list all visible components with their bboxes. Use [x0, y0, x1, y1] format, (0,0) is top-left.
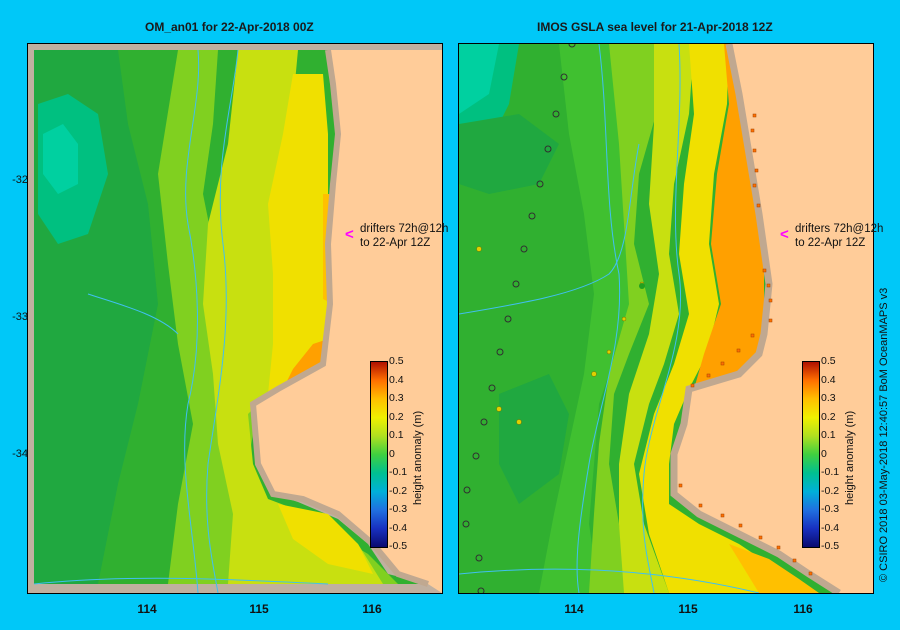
colorbar-tick-label: 0	[389, 447, 395, 460]
colorbar-tick-label: 0.1	[821, 429, 836, 441]
colorbar-tick-label: -0.2	[389, 484, 408, 497]
colorbar-tick-label: 0.2	[389, 410, 404, 423]
lat-label-left-1: -32	[12, 174, 28, 186]
colorbar-tick-label: 0.3	[821, 392, 836, 404]
lon-label-right-3: 116	[793, 602, 813, 616]
lat-label-left-2: -33	[12, 311, 28, 323]
lon-label-left-2: 115	[249, 602, 269, 616]
drifter-note-right-line2: to 22-Apr 12Z	[795, 237, 866, 249]
drifter-note-left-line1: drifters 72h@12h	[360, 223, 449, 235]
colorbar-tick-label: -0.4	[389, 521, 408, 534]
colorbar-label-left: height anomaly (m)	[412, 410, 424, 505]
drifter-note-left: drifters 72h@12h to 22-Apr 12Z	[360, 222, 448, 250]
colorbar-right	[802, 361, 820, 548]
colorbar-tick-label: -0.2	[821, 484, 840, 497]
lat-label-left-3: -34	[12, 448, 28, 460]
panel-title-right: IMOS GSLA sea level for 21-Apr-2018 12Z	[537, 20, 773, 34]
colorbar-tick-label: 0.1	[389, 429, 404, 441]
colorbar-tick-label: -0.1	[389, 466, 408, 478]
colorbar-tick-label: 0	[821, 447, 827, 460]
colorbar-label-right: height anomaly (m)	[844, 410, 856, 505]
colorbar-tick-label: -0.3	[821, 503, 840, 515]
colorbar-tick-label: -0.3	[389, 503, 408, 515]
credit-text: © CSIRO 2018 03-May-2018 12:40:57 BoM Oc…	[878, 287, 890, 582]
colorbar-tick-label: -0.5	[389, 540, 408, 552]
lon-label-left-1: 114	[137, 602, 157, 616]
drifter-arrow-right-icon: <	[780, 226, 789, 243]
colorbar-tick-label: 0.5	[821, 355, 836, 367]
colorbar-left	[370, 361, 388, 548]
colorbar-tick-label: -0.1	[821, 466, 840, 478]
colorbar-tick-label: -0.5	[821, 540, 840, 552]
drifter-arrow-left-icon: <	[345, 226, 354, 243]
drifter-note-right-line1: drifters 72h@12h	[795, 223, 884, 235]
colorbar-tick-label: 0.3	[389, 392, 404, 404]
drifter-note-right: drifters 72h@12h to 22-Apr 12Z	[795, 222, 883, 250]
lon-label-left-3: 116	[362, 602, 382, 616]
colorbar-tick-label: 0.4	[389, 373, 404, 386]
colorbar-tick-label: 0.5	[389, 355, 404, 367]
colorbar-tick-label: 0.4	[821, 373, 836, 386]
lon-label-right-2: 115	[678, 602, 698, 616]
colorbar-tick-label: 0.2	[821, 410, 836, 423]
lon-label-right-1: 114	[564, 602, 584, 616]
colorbar-tick-label: -0.4	[821, 521, 840, 534]
drifter-note-left-line2: to 22-Apr 12Z	[360, 237, 431, 249]
panel-title-left: OM_an01 for 22-Apr-2018 00Z	[145, 20, 314, 34]
